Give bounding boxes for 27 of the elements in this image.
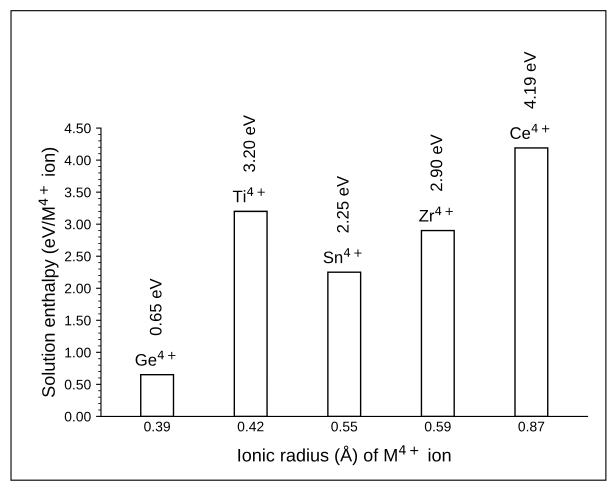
x-tick-label: 0.39 xyxy=(144,422,170,432)
y-tick-label: 3.50 xyxy=(64,187,91,198)
annotation: Ti$^{4+}$ xyxy=(232,187,265,202)
y-tick-label: 0.50 xyxy=(64,380,91,390)
y-tick-label: 0.00 xyxy=(64,412,91,422)
x-axis-title: Ionic radius (Å) of M$^{4+}$ ion xyxy=(238,445,450,466)
annotation: Ce$^{4+}$ xyxy=(510,124,550,139)
y-tick-label: 4.00 xyxy=(64,155,91,166)
x-tick-label: 0.87 xyxy=(518,422,544,432)
x-tick-label: 0.42 xyxy=(238,422,264,432)
y-tick-label: 2.50 xyxy=(64,252,91,262)
annotation: Sn$^{4+}$ xyxy=(324,248,362,264)
x-tick-label: 0.55 xyxy=(331,422,358,432)
y-tick-label: 2.00 xyxy=(64,284,91,294)
y-tick-label: 1.50 xyxy=(65,316,91,326)
data-label: 2.90 eV xyxy=(430,134,442,191)
y-axis-title: Solution enthalpy (eV/M$^{4+}$ ion) xyxy=(38,148,59,397)
annotation: Zr$^{4+}$ xyxy=(419,206,453,222)
y-tick-label: 1.00 xyxy=(65,348,91,358)
data-label: 0.65 eV xyxy=(150,278,162,336)
y-tick-label: 3.00 xyxy=(64,220,91,230)
data-label: 4.19 eV xyxy=(524,52,536,109)
x-tick-label: 0.59 xyxy=(424,422,451,432)
y-tick-label: 4.50 xyxy=(64,123,91,134)
data-label: 2.25 eV xyxy=(336,176,349,233)
annotation: Ge$^{4+}$ xyxy=(136,350,176,366)
data-label: 3.20 eV xyxy=(243,115,256,172)
